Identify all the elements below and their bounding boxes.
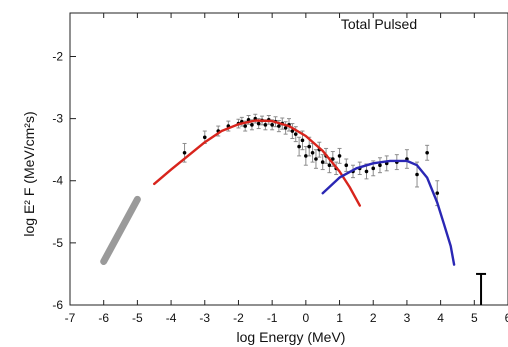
- x-tick-label: -7: [65, 311, 76, 325]
- gray-band: [100, 195, 141, 266]
- x-tick-label: 4: [437, 311, 444, 325]
- data-point: [364, 169, 369, 174]
- data-point: [243, 124, 247, 128]
- data-point: [337, 154, 342, 158]
- x-tick-label: 2: [370, 311, 377, 325]
- x-tick-label: -4: [166, 311, 177, 325]
- x-tick-label: 0: [303, 311, 310, 325]
- data-point: [327, 163, 332, 168]
- data-point: [270, 123, 274, 127]
- x-tick-label: -3: [199, 311, 210, 325]
- data-point: [310, 150, 315, 155]
- data-point: [425, 150, 429, 155]
- data-point: [344, 163, 349, 168]
- data-point: [378, 163, 382, 168]
- data-point: [256, 121, 261, 126]
- data-point: [371, 166, 376, 171]
- y-ticks: -2 -3 -4 -5 -6: [52, 49, 76, 312]
- data-point: [250, 123, 254, 127]
- x-axis-label: log Energy (MeV): [237, 329, 346, 345]
- x-tick-label: -6: [98, 311, 109, 325]
- data-point: [202, 135, 207, 140]
- y-tick-label: -6: [52, 298, 63, 312]
- data-point: [320, 160, 325, 164]
- x-ticks: -7 -6 -5 -4 -3 -2 -1 0 1 2 3 4 5 6: [65, 13, 508, 325]
- x-tick-label: 1: [336, 311, 343, 325]
- y-axis-label: log E² F (MeV/cm²s): [21, 111, 37, 236]
- x-tick-label: -2: [233, 311, 244, 325]
- data-point: [283, 126, 288, 130]
- plot-area: [100, 113, 487, 305]
- chart-title: Total Pulsed: [341, 16, 417, 32]
- data-point: [290, 129, 295, 133]
- y-tick-label: -3: [52, 112, 63, 126]
- x-tick-label: 3: [404, 311, 411, 325]
- data-point: [297, 144, 301, 149]
- y-tick-label: -4: [52, 174, 63, 188]
- data-point: [293, 132, 298, 136]
- y-tick-label: -2: [52, 49, 63, 63]
- data-point: [415, 172, 419, 177]
- y-tick-label: -5: [52, 236, 63, 250]
- data-point: [277, 124, 281, 128]
- x-tick-label: 5: [471, 311, 478, 325]
- red-model-curve: [153, 119, 361, 207]
- data-point: [331, 157, 335, 161]
- data-point: [300, 138, 305, 143]
- data-point: [314, 157, 318, 161]
- data-point: [263, 123, 268, 127]
- x-tick-label: -1: [267, 311, 278, 325]
- plot-frame: [69, 12, 508, 306]
- data-point: [304, 154, 308, 158]
- blue-model-curve: [321, 159, 456, 266]
- data-point: [435, 191, 440, 195]
- data-point: [182, 150, 187, 155]
- x-tick-label: -5: [132, 311, 143, 325]
- x-tick-label: 6: [505, 311, 508, 325]
- data-point: [307, 144, 312, 149]
